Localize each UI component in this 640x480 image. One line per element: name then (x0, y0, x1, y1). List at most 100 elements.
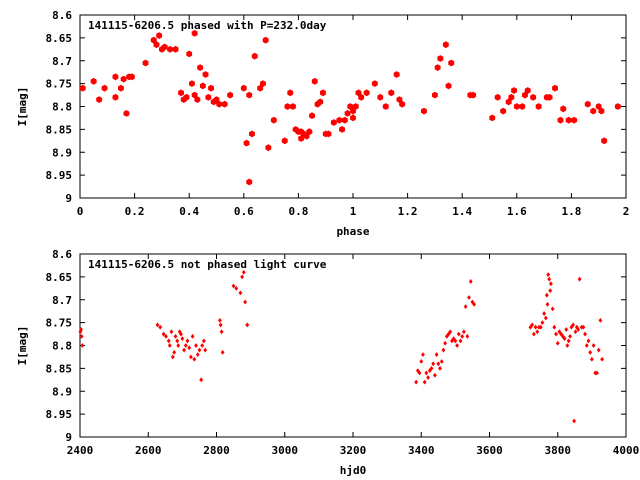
phased-data-point (344, 110, 351, 117)
unphased-data-point (550, 306, 555, 312)
unphased-y-tick-label: 8.65 (46, 271, 73, 284)
phased-plot-points (79, 29, 621, 186)
phased-y-tick-label: 8.95 (46, 169, 73, 182)
phased-data-point (448, 59, 455, 67)
phased-data-point (262, 36, 269, 44)
unphased-data-point (554, 331, 558, 337)
phased-data-point (530, 93, 537, 101)
phased-x-tick-label: 0 (77, 205, 84, 218)
unphased-data-point (183, 343, 188, 348)
unphased-data-point (234, 285, 239, 291)
unphased-data-point (542, 311, 547, 316)
phased-data-point (470, 91, 477, 99)
phased-data-point (325, 130, 332, 138)
phased-data-point (522, 91, 528, 99)
phased-y-tick-label: 8.7 (52, 55, 72, 68)
unphased-data-point (535, 329, 540, 335)
unphased-data-point (566, 338, 571, 344)
unphased-plot-title: 141115-6206.5 not phased light curve (88, 258, 327, 271)
unphased-data-point (190, 333, 195, 339)
phased-data-point (79, 84, 86, 92)
phased-data-point (571, 116, 578, 124)
unphased-data-point (80, 343, 85, 348)
unphased-data-point (220, 349, 225, 355)
phased-data-point (216, 100, 223, 108)
phased-data-point (396, 96, 403, 103)
phased-data-point (197, 64, 204, 71)
phased-data-point (590, 107, 597, 115)
unphased-data-point (161, 331, 166, 337)
unphased-data-point (458, 338, 463, 344)
phased-data-point (442, 41, 449, 49)
unphased-y-tick-label: 8.7 (52, 294, 72, 307)
phased-data-point (432, 91, 438, 99)
unphased-data-point (219, 329, 224, 335)
unphased-data-point (218, 322, 223, 328)
unphased-data-point (240, 274, 245, 280)
unphased-data-point (581, 324, 586, 330)
unphased-data-point (438, 365, 442, 371)
phased-y-tick-label: 8.75 (46, 78, 73, 91)
unphased-data-point (200, 343, 205, 348)
phased-data-point (251, 52, 258, 60)
phased-data-point (560, 105, 567, 113)
phased-data-point (494, 93, 501, 101)
unphased-data-point (158, 324, 163, 330)
unphased-data-point (441, 347, 446, 353)
unphased-data-point (167, 343, 172, 348)
unphased-data-point (199, 377, 204, 383)
phased-data-point (377, 93, 384, 101)
unphased-x-tick-label: 2600 (135, 444, 162, 457)
phased-data-point (150, 36, 157, 44)
unphased-data-point (166, 338, 171, 344)
phased-data-point (584, 100, 591, 108)
unphased-x-tick-label: 4000 (613, 444, 640, 457)
phased-data-point (186, 50, 193, 58)
phased-data-point (260, 80, 266, 87)
phased-data-point (393, 71, 400, 78)
unphased-data-point (583, 331, 587, 337)
phased-data-point (320, 89, 326, 97)
unphased-data-point (588, 349, 593, 355)
phased-data-point (178, 89, 184, 97)
phased-data-point (191, 91, 198, 99)
phased-data-point (199, 82, 206, 90)
phased-data-point (557, 116, 564, 124)
unphased-data-point (415, 368, 420, 374)
unphased-data-point (192, 356, 197, 362)
unphased-data-point (187, 345, 192, 351)
phased-data-point (118, 84, 124, 92)
phased-y-tick-label: 8.9 (52, 146, 72, 159)
phased-data-point (290, 103, 296, 110)
unphased-data-point (419, 359, 424, 364)
unphased-data-point (164, 333, 168, 339)
unphased-data-point (426, 375, 430, 380)
unphased-data-point (562, 336, 567, 342)
unphased-data-point (172, 349, 177, 355)
phased-x-tick-label: 0.4 (179, 205, 199, 218)
phased-data-point (128, 73, 135, 81)
phased-data-point (101, 84, 108, 92)
unphased-y-tick-label: 8.85 (46, 362, 73, 375)
unphased-data-point (598, 317, 603, 323)
phased-data-point (167, 45, 173, 53)
unphased-data-point (421, 352, 425, 358)
phased-data-point (161, 43, 168, 51)
phased-data-point (434, 64, 441, 71)
unphased-data-point (195, 352, 200, 358)
unphased-data-point (600, 356, 605, 362)
phased-data-point (303, 132, 310, 140)
phased-data-point (339, 126, 345, 133)
unphased-x-tick-label: 2800 (203, 444, 230, 457)
unphased-data-point (182, 347, 187, 353)
unphased-data-point (169, 329, 174, 335)
unphased-data-point (194, 343, 198, 348)
phased-data-point (511, 87, 517, 94)
unphased-data-point (173, 333, 178, 339)
phased-data-point (352, 103, 359, 110)
phased-y-tick-label: 9 (65, 192, 72, 205)
phased-data-point (500, 107, 507, 115)
phased-data-point (388, 89, 395, 97)
phased-data-point (112, 93, 119, 101)
unphased-data-point (434, 352, 439, 358)
